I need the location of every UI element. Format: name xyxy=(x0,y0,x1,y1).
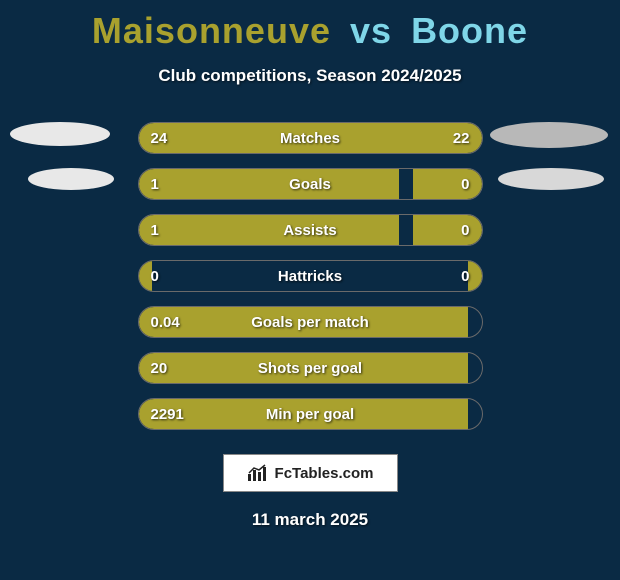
stat-row: 2291Min per goal xyxy=(138,398,483,430)
stat-row: 24Matches22 xyxy=(138,122,483,154)
footer-brand-text: FcTables.com xyxy=(275,465,374,482)
stat-label: Hattricks xyxy=(139,261,482,291)
stat-label: Min per goal xyxy=(139,399,482,429)
stat-row: 20Shots per goal xyxy=(138,352,483,384)
stat-row: 1Assists0 xyxy=(138,214,483,246)
ellipse-left-1 xyxy=(10,122,110,146)
stat-value-right: 0 xyxy=(461,215,469,245)
vs-text: vs xyxy=(350,10,392,51)
chart-area: 24Matches221Goals01Assists00Hattricks00.… xyxy=(0,122,620,430)
stat-label: Shots per goal xyxy=(139,353,482,383)
stat-row: 1Goals0 xyxy=(138,168,483,200)
stat-label: Goals per match xyxy=(139,307,482,337)
footer-brand-box: FcTables.com xyxy=(223,454,398,492)
ellipse-left-2 xyxy=(28,168,114,190)
subtitle: Club competitions, Season 2024/2025 xyxy=(0,66,620,86)
stat-row: 0.04Goals per match xyxy=(138,306,483,338)
ellipse-right-2 xyxy=(498,168,604,190)
date-text: 11 march 2025 xyxy=(0,510,620,530)
stat-value-right: 0 xyxy=(461,261,469,291)
stat-label: Goals xyxy=(139,169,482,199)
comparison-title: Maisonneuve vs Boone xyxy=(0,0,620,52)
bars-icon xyxy=(247,464,269,482)
stat-row: 0Hattricks0 xyxy=(138,260,483,292)
player1-name: Maisonneuve xyxy=(92,10,331,51)
player2-name: Boone xyxy=(411,10,528,51)
stat-rows: 24Matches221Goals01Assists00Hattricks00.… xyxy=(138,122,483,430)
stat-value-right: 0 xyxy=(461,169,469,199)
ellipse-right-1 xyxy=(490,122,608,148)
stat-label: Matches xyxy=(139,123,482,153)
stat-label: Assists xyxy=(139,215,482,245)
stat-value-right: 22 xyxy=(453,123,470,153)
